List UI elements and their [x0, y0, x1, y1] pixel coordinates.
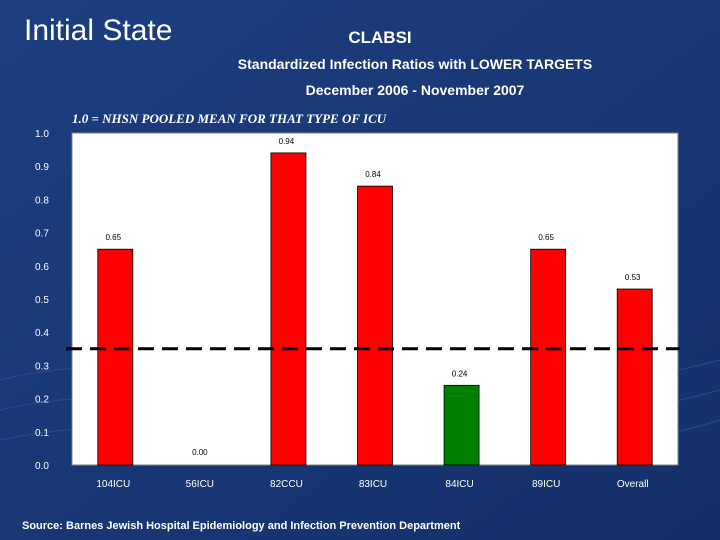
- y-tick-label: 0.9: [35, 162, 49, 173]
- data-label: 0.94: [279, 137, 295, 146]
- y-tick-label: 0.2: [35, 395, 49, 406]
- x-tick-label: Overall: [617, 479, 649, 490]
- y-tick-label: 0.1: [35, 428, 49, 439]
- x-tick-label: 89ICU: [532, 479, 560, 490]
- bar: [530, 248, 567, 466]
- data-label: 0.24: [452, 369, 468, 378]
- x-tick-label: 82CCU: [270, 479, 303, 490]
- slide-title: Initial State: [24, 14, 173, 47]
- y-tick-label: 1.0: [35, 129, 49, 140]
- data-label: 0.53: [625, 273, 641, 282]
- x-tick-label: 83ICU: [359, 479, 387, 490]
- y-tick-label: 0.0: [35, 461, 49, 472]
- bar: [97, 248, 134, 466]
- data-label: 0.00: [192, 448, 208, 457]
- bar: [270, 152, 307, 466]
- x-tick-label: 56ICU: [186, 479, 214, 490]
- chart-annotation: 1.0 = NHSN POOLED MEAN FOR THAT TYPE OF …: [72, 111, 387, 126]
- x-tick-label: 104ICU: [96, 479, 130, 490]
- data-label: 0.84: [365, 170, 381, 179]
- y-tick-label: 0.3: [35, 361, 49, 372]
- y-tick-label: 0.5: [35, 295, 49, 306]
- x-tick-label: 84ICU: [445, 479, 473, 490]
- data-label: 0.65: [538, 233, 554, 242]
- source-note: Source: Barnes Jewish Hospital Epidemiol…: [22, 520, 461, 532]
- y-tick-label: 0.7: [35, 229, 49, 240]
- bar: [443, 384, 480, 466]
- bar: [357, 185, 393, 466]
- data-label: 0.65: [105, 233, 121, 242]
- y-tick-label: 0.6: [35, 262, 49, 273]
- chart-date-range: December 2006 - November 2007: [305, 82, 525, 98]
- y-tick-label: 0.4: [35, 328, 49, 339]
- y-tick-label: 0.8: [35, 195, 49, 206]
- chart-subtitle: Standardized Infection Ratios with LOWER…: [237, 56, 593, 72]
- chart-title: CLABSI: [348, 28, 412, 47]
- bar: [616, 288, 653, 466]
